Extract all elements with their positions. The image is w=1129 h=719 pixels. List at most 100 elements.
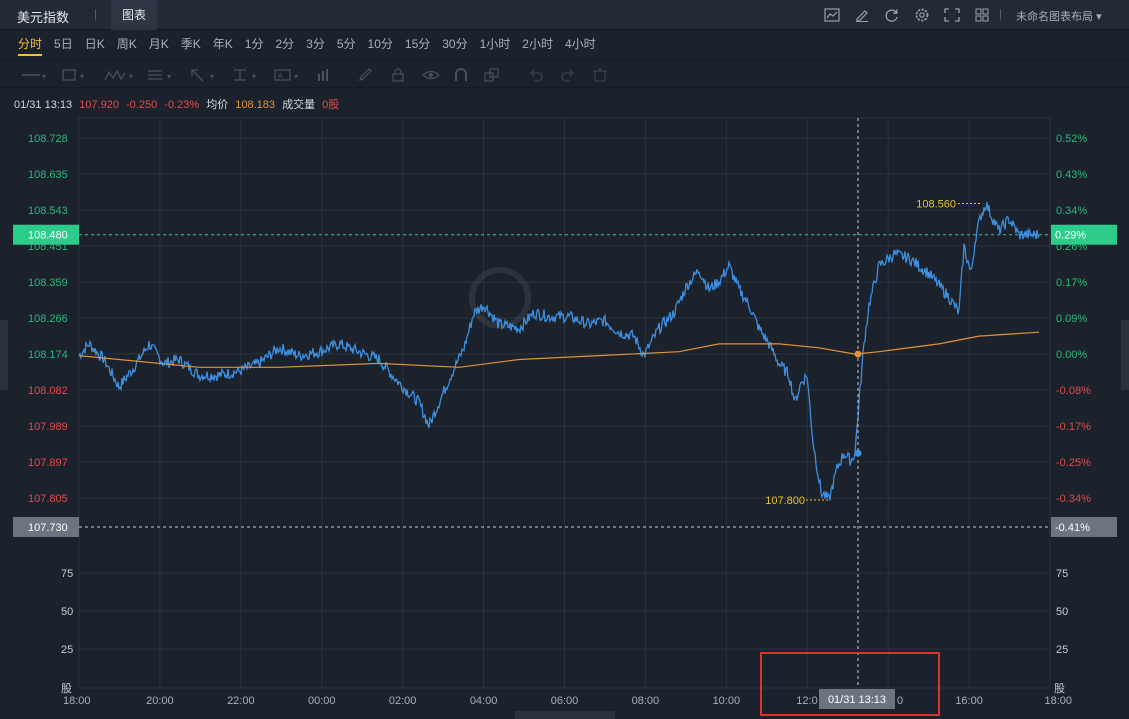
y-tick-label: 108.174 — [28, 349, 68, 361]
pct-tick-label: 0.52% — [1056, 133, 1087, 145]
tab-chart[interactable]: 图表 — [111, 0, 157, 30]
y-tick-label: 108.728 — [28, 133, 68, 145]
bottom-pct-tag-label: -0.41% — [1055, 522, 1090, 534]
undo-icon[interactable] — [528, 66, 544, 84]
period-tab[interactable]: 10分 — [367, 37, 393, 51]
svg-text:▾: ▾ — [210, 72, 214, 81]
svg-text:▾: ▾ — [129, 72, 133, 81]
lock-icon[interactable] — [390, 66, 406, 84]
bottom-price-tag-label: 107.730 — [28, 522, 68, 534]
period-tab[interactable]: 30分 — [442, 37, 468, 51]
crosshair-time-label: 01/31 13:13 — [828, 694, 886, 706]
layout-selector[interactable]: 未命名图表布局 ▾ — [1016, 8, 1102, 24]
period-tab[interactable]: 15分 — [404, 37, 431, 51]
period-tab[interactable]: 4小时 — [564, 37, 596, 51]
period-tab[interactable]: 1分 — [244, 37, 264, 51]
pct-tick-label: -0.08% — [1056, 385, 1091, 397]
period-tab[interactable]: 日K — [84, 37, 105, 51]
settings-icon[interactable] — [910, 5, 934, 25]
arrow-tool-icon[interactable]: ▾ — [189, 66, 219, 84]
y-tick-label: 107.897 — [28, 457, 68, 469]
volume-unit-left: 股 — [61, 682, 72, 695]
magnet-icon[interactable] — [453, 66, 469, 84]
pencil-icon[interactable] — [358, 66, 374, 84]
x-tick-label: 16:00 — [955, 695, 983, 707]
fullscreen-icon[interactable] — [940, 5, 964, 25]
period-tab[interactable]: 年K — [212, 37, 233, 51]
crosshair-price-dot — [854, 449, 862, 457]
x-tick-label: 18:00 — [1044, 695, 1072, 707]
volume-tick-label: 50 — [61, 606, 73, 618]
x-tick-label: 02:00 — [389, 695, 417, 707]
eye-icon[interactable] — [422, 66, 440, 84]
volume-tick-label: 75 — [61, 568, 73, 580]
info-avg-label: 均价 — [206, 99, 229, 111]
svg-text:▾: ▾ — [167, 72, 171, 81]
price-line — [78, 201, 1040, 501]
y-tick-label: 108.543 — [28, 205, 68, 217]
left-collapse-tab[interactable] — [0, 320, 8, 390]
chevron-down-icon: ▾ — [1096, 11, 1102, 23]
y-tick-label: 108.635 — [28, 169, 68, 181]
period-tab[interactable]: 1小时 — [479, 37, 511, 51]
x-tick-label: 06:00 — [551, 695, 579, 707]
period-tab[interactable]: 5分 — [336, 37, 356, 51]
low-label: 107.800 — [765, 495, 805, 507]
info-avg: 108.183 — [235, 99, 276, 111]
current-pct-tag — [1051, 224, 1117, 245]
refresh-icon[interactable] — [880, 5, 904, 25]
bottom-collapse-tab[interactable] — [515, 711, 615, 719]
pct-tick-label: -0.34% — [1056, 493, 1091, 505]
period-tab[interactable]: 分时 — [18, 31, 43, 59]
period-tab[interactable]: 季K — [180, 37, 201, 51]
crosshair-avg-dot — [854, 350, 862, 358]
rect-tool-icon[interactable]: ▾ — [60, 66, 88, 84]
x-tick-label: 12:0 — [796, 695, 817, 707]
svg-text:▾: ▾ — [42, 72, 46, 81]
fib-tool-icon[interactable]: ▾ — [146, 66, 176, 84]
period-tab[interactable]: 2小时 — [522, 37, 553, 51]
high-label: 108.560 — [916, 199, 956, 211]
pct-tick-label: 0.17% — [1056, 277, 1087, 289]
volume-tick-label: 25 — [61, 644, 73, 656]
current-price-tag-label: 108.480 — [28, 230, 68, 242]
grid-icon[interactable] — [970, 5, 994, 25]
x-tick-label: 18:00 — [63, 695, 91, 707]
layout-separator: | — [999, 7, 1003, 21]
period-tab[interactable]: 3分 — [306, 37, 325, 51]
crosshair-time-tag — [819, 689, 895, 709]
volume-tick-label-right: 25 — [1056, 644, 1068, 656]
right-collapse-tab[interactable] — [1121, 320, 1129, 390]
x-tick-label: 0 — [897, 695, 903, 707]
x-tick-label: 04:00 — [470, 695, 498, 707]
x-tick-label: 22:00 — [227, 695, 255, 707]
trash-icon[interactable] — [592, 66, 608, 84]
y-tick-label: 108.359 — [28, 277, 68, 289]
measure-tool-icon[interactable]: ▾ — [231, 66, 261, 84]
wave-tool-icon[interactable]: ▾ — [103, 66, 137, 84]
price-chart[interactable]: 108.728 0.52% 108.635 0.43% 108.543 0.34% 108.… — [0, 110, 1129, 719]
top-bar: 美元指数 | 图表 | 未命名图表布局 ▾ — [0, 0, 1129, 30]
toolbar-icons — [820, 5, 994, 25]
layout-label: 未命名图表布局 — [1016, 11, 1093, 23]
indicator-tool-icon[interactable] — [316, 66, 332, 84]
drawing-toolbar: ▾ ▾ ▾ ▾ ▾ ▾ A ▾ — [0, 60, 1129, 88]
period-tab[interactable]: 周K — [116, 37, 137, 51]
redo-icon[interactable] — [560, 66, 576, 84]
text-tool-icon[interactable]: A ▾ — [273, 66, 303, 84]
chart-icon[interactable] — [820, 5, 844, 25]
period-tab[interactable]: 2分 — [275, 37, 295, 51]
edit-icon[interactable] — [850, 5, 874, 25]
y-tick-label: 108.082 — [28, 385, 68, 397]
period-tab[interactable]: 5日 — [54, 37, 73, 51]
line-tool-icon[interactable]: ▾ — [20, 66, 48, 84]
bottom-pct-tag — [1051, 517, 1117, 537]
period-tab[interactable]: 月K — [148, 37, 169, 51]
volume-tick-label-right: 75 — [1056, 568, 1068, 580]
x-tick-label: 08:00 — [632, 695, 660, 707]
pct-tick-label: 0.34% — [1056, 205, 1087, 217]
info-datetime: 01/31 13:13 — [14, 99, 73, 111]
symbol-title: 美元指数 — [17, 10, 70, 25]
y-tick-label: 107.805 — [28, 493, 68, 505]
clone-icon[interactable] — [484, 66, 500, 84]
